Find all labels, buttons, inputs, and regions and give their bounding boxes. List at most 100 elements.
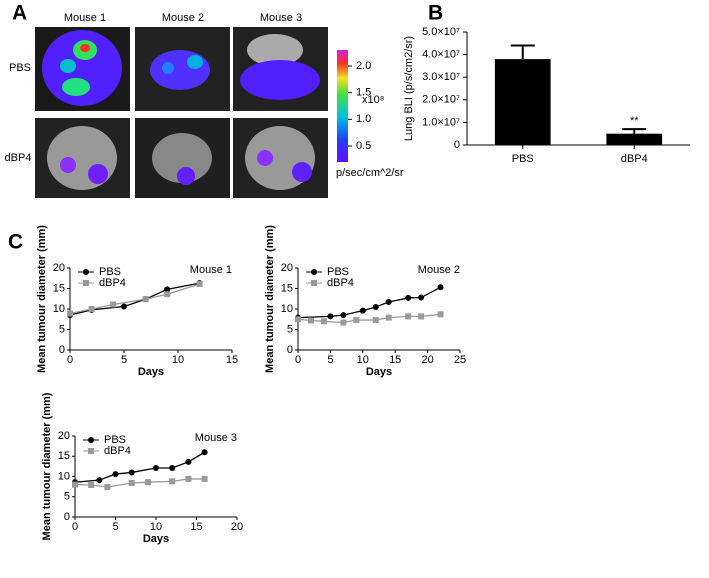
series-line	[297, 313, 441, 324]
column-label: Mouse 2	[162, 12, 204, 24]
marker	[142, 296, 149, 303]
x-tick-label: 15	[389, 354, 401, 366]
x-tick-label: 0	[295, 354, 301, 366]
legend-label: PBS	[99, 266, 121, 278]
marker	[311, 280, 317, 286]
marker	[405, 313, 412, 320]
legend-label: PBS	[104, 434, 126, 446]
marker	[311, 269, 317, 275]
marker	[359, 307, 366, 314]
bar	[494, 59, 551, 146]
x-axis-title: Days	[138, 366, 164, 378]
series-line	[69, 283, 200, 315]
x-tick-label: 10	[172, 354, 184, 366]
y-tick-label: 0	[64, 511, 70, 523]
tissue	[47, 126, 117, 190]
marker	[112, 471, 119, 478]
marker	[88, 482, 95, 489]
marker	[128, 479, 135, 486]
marker	[88, 437, 94, 443]
chart-title: Mouse 1	[190, 264, 232, 276]
marker	[185, 458, 192, 465]
marker	[340, 312, 347, 319]
y-tick-label: 2.0×10⁷	[422, 94, 460, 106]
x-tick-label: 10	[357, 354, 369, 366]
y-axis-title: Lung BLI (p/s/cm2/sr)	[403, 36, 415, 141]
marker	[437, 311, 444, 318]
marker	[320, 318, 327, 325]
marker	[121, 303, 127, 310]
y-tick-label: 10	[58, 470, 70, 482]
y-tick-label: 0	[59, 344, 65, 356]
x-axis-title: Days	[143, 533, 169, 545]
signal	[240, 60, 320, 100]
x-tick-label: 15	[226, 354, 238, 366]
x-tick-label: 5	[112, 521, 118, 533]
x-tick-label: 0	[72, 521, 78, 533]
x-tick-label: dBP4	[621, 153, 648, 165]
marker	[128, 469, 135, 476]
y-tick-label: 10	[53, 303, 65, 315]
y-tick-label: 20	[53, 262, 65, 274]
signal	[60, 157, 76, 173]
x-tick-label: 5	[327, 354, 333, 366]
signal	[292, 162, 312, 182]
marker	[340, 319, 347, 326]
y-tick-label: 20	[281, 262, 293, 274]
x-tick-label: 20	[231, 521, 243, 533]
marker	[88, 448, 94, 454]
panel-label: C	[8, 231, 23, 254]
y-tick-label: 5	[64, 491, 70, 503]
legend-label: PBS	[327, 266, 349, 278]
y-axis-title: Mean tumour diameter (mm)	[41, 392, 53, 540]
signal	[80, 44, 90, 52]
marker	[169, 464, 176, 471]
colorbar-scale: x10⁸	[362, 94, 384, 106]
signal	[60, 59, 76, 73]
marker	[110, 301, 117, 308]
marker	[144, 479, 151, 486]
marker	[164, 291, 171, 298]
series-line	[297, 286, 441, 319]
y-tick-label: 5.0×10⁷	[422, 26, 460, 38]
marker	[169, 478, 176, 485]
marker	[67, 310, 73, 317]
marker	[201, 475, 208, 482]
column-label: Mouse 3	[260, 12, 302, 24]
x-tick-label: 20	[421, 354, 433, 366]
marker	[418, 294, 425, 301]
chart-title: Mouse 2	[418, 264, 460, 276]
x-tick-label: 0	[67, 354, 73, 366]
marker	[153, 464, 159, 471]
panel-label: B	[428, 2, 443, 25]
bar	[606, 133, 663, 145]
marker	[405, 294, 412, 301]
marker	[327, 313, 334, 320]
marker	[418, 313, 425, 320]
signal	[62, 78, 90, 96]
marker	[307, 317, 314, 324]
y-tick-label: 1.0×10⁷	[422, 116, 460, 128]
marker	[164, 286, 171, 293]
marker	[104, 484, 111, 491]
marker	[437, 284, 444, 291]
tissue	[247, 34, 303, 66]
x-tick-label: PBS	[512, 153, 534, 165]
marker	[295, 316, 301, 323]
x-axis-title: Days	[366, 366, 392, 378]
tissue	[152, 133, 212, 183]
annotation: **	[630, 115, 639, 127]
y-tick-label: 4.0×10⁷	[422, 49, 460, 61]
x-tick-label: 15	[190, 521, 202, 533]
colorbar-tick-label: 1.5	[356, 87, 371, 99]
error-bar	[510, 44, 535, 60]
legend-label: dBP4	[104, 445, 131, 457]
row-label: dBP4	[5, 152, 32, 164]
colorbar-tick-label: 0.5	[356, 140, 371, 152]
marker	[385, 299, 392, 306]
marker	[96, 477, 103, 484]
marker	[72, 481, 78, 488]
colorbar-unit: p/sec/cm^2/sr	[336, 167, 404, 179]
signal	[187, 55, 203, 69]
